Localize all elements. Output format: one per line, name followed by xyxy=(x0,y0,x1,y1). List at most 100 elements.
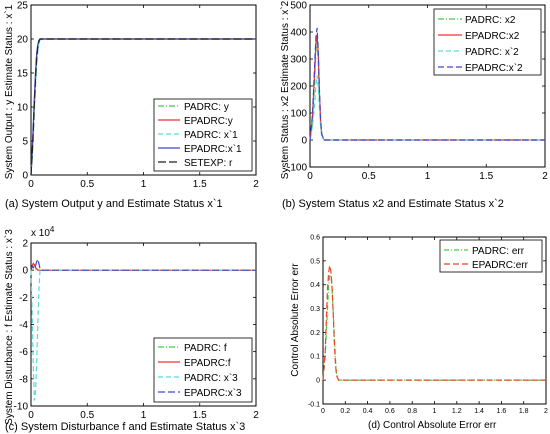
panel-d: Control Absolute Error err 0 0.2 0.4 0.6 0.8… xyxy=(290,234,548,431)
panel-c-series-group xyxy=(30,257,256,401)
panel-d-series-group xyxy=(322,265,546,381)
x-tick-label: 0 xyxy=(321,408,325,415)
x-tick-label: 0 xyxy=(28,179,34,190)
panel-c: x 104 System Disturbance : f Estimate St… xyxy=(3,225,259,433)
y-tick-label: 0 xyxy=(22,266,28,277)
y-tick-label: 0.3 xyxy=(310,306,320,313)
panel-d-legend-box xyxy=(439,239,543,273)
x-tick-label: 1.2 xyxy=(452,408,462,415)
panel-b-legend-box xyxy=(433,8,542,76)
x-tick-label: 0 xyxy=(28,410,34,421)
x-tick-label: 1 xyxy=(141,410,147,421)
y-tick-label: 0.4 xyxy=(310,282,320,289)
panel-a-legend-box xyxy=(153,98,253,172)
series-line-5 xyxy=(30,38,256,176)
y-tick-label: 20 xyxy=(17,35,29,46)
x-tick-label: 2 xyxy=(253,410,259,421)
y-tick-label: -0.1 xyxy=(308,401,320,408)
x-tick-label: 1.5 xyxy=(479,171,493,182)
panel-c-multiplier: x 104 xyxy=(31,225,55,239)
x-tick-label: 1.8 xyxy=(519,408,529,415)
panel-c-ticks: 0 0.5 1 1.5 2 -10 -8 -6 -4 -2 0 2 xyxy=(14,239,260,422)
legend-label: PADRC: y xyxy=(184,102,229,113)
panel-c-caption: (c) System Disturbance f and Estimate St… xyxy=(5,421,245,433)
legend-label: EPADRC:x`1 xyxy=(184,143,242,155)
panel-b-ylabel: System Status : x2 Estimate Status : x`2 xyxy=(279,0,291,179)
panel-d-legend: PADRC: err EPADRC:err xyxy=(439,239,543,273)
panel-c-legend-box xyxy=(153,337,253,403)
panel-b: System Status : x2 Estimate Status : x`2… xyxy=(279,0,548,210)
y-tick-label: 2 xyxy=(22,239,28,250)
x-tick-label: 0.5 xyxy=(362,171,376,182)
y-tick-label: 0 xyxy=(301,136,307,147)
x-tick-label: 1 xyxy=(425,171,431,182)
x-tick-label: 0.4 xyxy=(363,408,373,415)
x-tick-label: 1.5 xyxy=(193,179,207,190)
panel-c-legend: PADRC: f EPADRC:f PADRC: x`3 EPADRC:x`3 xyxy=(153,337,253,403)
panel-b-series-group xyxy=(309,27,545,141)
panel-b-legend: PADRC: x2 EPADRC:x2 PADRC: x`2 EPADRC:x`… xyxy=(433,8,542,76)
panel-a-caption: (a) System Output y and Estimate Status … xyxy=(5,198,223,210)
x-tick-label: 0.8 xyxy=(407,408,417,415)
legend-label: PADRC: f xyxy=(184,343,227,354)
legend-label: EPADRC:x2 xyxy=(465,31,520,42)
x-tick-label: 2 xyxy=(253,179,259,190)
x-tick-label: 2 xyxy=(544,408,548,415)
multiplier-exp: 4 xyxy=(50,225,55,234)
x-tick-label: 1.4 xyxy=(474,408,484,415)
panel-d-ticks: 0 0.2 0.4 0.6 0.8 1 1.2 1.4 1.6 1.8 2-0.100.10.20.… xyxy=(308,234,548,415)
x-tick-label: 0.2 xyxy=(340,408,350,415)
x-tick-label: 1.6 xyxy=(497,408,507,415)
y-tick-label: 0.6 xyxy=(310,234,320,241)
y-tick-label: -4 xyxy=(19,320,28,331)
legend-label: EPADRC:x`3 xyxy=(184,387,242,399)
panel-a-legend: PADRC: y EPADRC:y PADRC: x`1 EPADRC:x`1 … xyxy=(153,98,253,172)
panel-a-ylabel: System Output : y Estimate Status : x`1 xyxy=(3,4,15,179)
legend-label: PADRC: x`2 xyxy=(465,46,519,58)
y-tick-label: 0 xyxy=(22,171,28,182)
y-tick-label: -2 xyxy=(19,293,28,304)
panel-c-ylabel: System Disturbance : f Estimate Status :… xyxy=(3,229,15,425)
legend-label: PADRC: x2 xyxy=(465,15,516,26)
x-tick-label: 0 xyxy=(307,171,313,182)
y-tick-label: 200 xyxy=(290,82,307,93)
legend-label: PADRC: x`1 xyxy=(184,129,238,141)
y-tick-label: 15 xyxy=(17,69,29,80)
panel-d-caption: (d) Control Absolute Error err xyxy=(368,420,497,431)
legend-label: SETEXP: r xyxy=(184,158,233,169)
series-line-4 xyxy=(30,257,256,271)
legend-label: EPADRC:y xyxy=(184,116,233,127)
panel-d-ylabel: Control Absolute Error err xyxy=(290,263,301,377)
multiplier-base: x 10 xyxy=(31,228,50,239)
legend-label: PADRC: err xyxy=(472,246,525,257)
panel-a: System Output : y Estimate Status : x`1 … xyxy=(3,1,259,211)
x-tick-label: 1.5 xyxy=(193,410,207,421)
series-line-4 xyxy=(309,27,545,141)
y-tick-label: 10 xyxy=(17,103,29,114)
y-tick-label: 100 xyxy=(290,109,307,120)
y-tick-label: 0.5 xyxy=(310,258,320,265)
x-tick-label: 0.5 xyxy=(80,179,94,190)
y-tick-label: 0.1 xyxy=(310,354,320,361)
x-tick-label: 1 xyxy=(141,179,147,190)
x-tick-label: 2 xyxy=(542,171,548,182)
y-tick-label: -10 xyxy=(14,402,29,413)
y-tick-label: -8 xyxy=(19,374,28,385)
y-tick-label: 400 xyxy=(290,28,307,39)
legend-label: EPADRC:err xyxy=(472,260,529,271)
panel-b-caption: (b) System Status x2 and Estimate Status… xyxy=(282,198,504,210)
y-tick-label: 0 xyxy=(316,378,320,385)
y-tick-label: 0.2 xyxy=(310,330,320,337)
panel-a-series-group xyxy=(30,38,256,176)
y-tick-label: 5 xyxy=(22,137,28,148)
x-tick-label: 0.5 xyxy=(80,410,94,421)
y-tick-label: 300 xyxy=(290,55,307,66)
y-tick-label: 25 xyxy=(17,1,29,12)
y-tick-label: -6 xyxy=(19,347,28,358)
legend-label: EPADRC:f xyxy=(184,358,231,369)
series-line-2 xyxy=(322,265,546,381)
x-tick-label: 1 xyxy=(433,408,437,415)
